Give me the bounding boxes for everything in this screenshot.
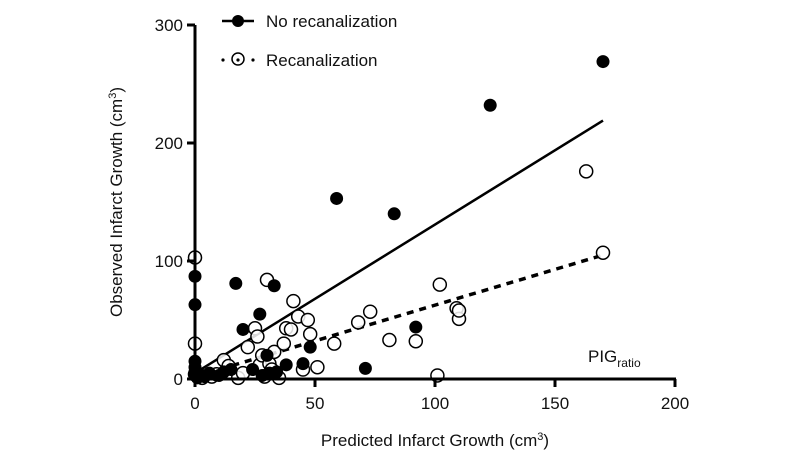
legend-item-no-recanalization: No recanalization [222, 12, 397, 31]
point-recanalization [300, 312, 316, 328]
y-tick-label: 0 [174, 370, 183, 389]
x-tick-label: 150 [541, 394, 569, 413]
point-recanalization [362, 304, 378, 319]
point-recanalization [578, 164, 594, 179]
point-recanalization [350, 315, 366, 330]
point-recanalization [302, 326, 318, 342]
point-no-recanalization [236, 322, 250, 336]
point-no-recanalization [483, 98, 497, 112]
x-tick-label: 200 [661, 394, 689, 413]
point-no-recanalization [358, 361, 372, 375]
point-recanalization [310, 359, 325, 375]
point-no-recanalization [330, 191, 344, 205]
y-ticks: 0 100 200 300 [155, 16, 195, 389]
point-no-recanalization [303, 340, 317, 354]
fit-line-no-recanalization [194, 119, 604, 375]
x-ticks: 0 50 100 150 200 [190, 379, 689, 413]
legend-label: Recanalization [266, 51, 378, 70]
point-no-recanalization [246, 363, 260, 377]
legend-dash-icon [251, 58, 255, 62]
y-tick-label: 300 [155, 16, 183, 35]
point-recanalization [595, 245, 611, 260]
x-tick-label: 50 [306, 394, 325, 413]
plot-area: 0 50 100 150 200 0 100 200 300 [155, 16, 690, 413]
legend-item-recanalization: Recanalization [221, 51, 378, 70]
point-no-recanalization [596, 55, 610, 69]
point-no-recanalization [253, 307, 267, 321]
point-no-recanalization [409, 320, 423, 334]
point-recanalization [286, 293, 301, 309]
legend-filled-circle-icon [232, 15, 244, 27]
point-no-recanalization [279, 358, 293, 372]
point-recanalization [432, 277, 448, 292]
point-no-recanalization [387, 207, 401, 221]
point-recanalization [451, 303, 467, 318]
point-recanalization [382, 332, 397, 348]
legend-dot-icon [236, 58, 240, 62]
legend: No recanalization Recanalization [221, 12, 397, 70]
x-tick-label: 0 [190, 394, 199, 413]
x-tick-label: 100 [421, 394, 449, 413]
point-recanalization [408, 333, 424, 349]
point-no-recanalization [267, 279, 281, 293]
point-recanalization [240, 339, 256, 355]
point-no-recanalization [296, 357, 310, 371]
y-axis-label: Observed Infarct Growth (cm3) [107, 87, 126, 317]
data-points [187, 55, 611, 386]
point-no-recanalization [224, 363, 238, 377]
y-tick-label: 100 [155, 252, 183, 271]
legend-label: No recanalization [266, 12, 397, 31]
x-axis-label: Predicted Infarct Growth (cm3) [321, 431, 549, 450]
pig-ratio-annotation: PIGratio [588, 347, 641, 370]
y-tick-label: 200 [155, 134, 183, 153]
point-no-recanalization [270, 365, 284, 379]
point-recanalization [283, 322, 299, 337]
point-recanalization [250, 329, 265, 344]
point-recanalization [276, 336, 292, 351]
point-no-recanalization [229, 276, 243, 290]
point-recanalization [326, 336, 342, 351]
point-no-recanalization [260, 348, 274, 362]
legend-dash-icon [221, 58, 225, 62]
